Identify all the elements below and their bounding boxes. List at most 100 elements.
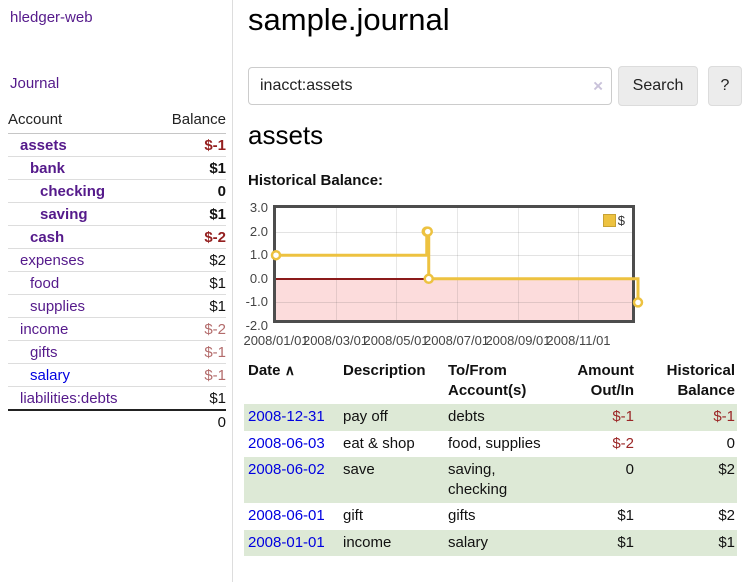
- y-axis-tick-label: 3.0: [249, 200, 268, 215]
- account-balance: $-1: [153, 133, 226, 157]
- register-header-row: Date ∧ Description To/From Account(s) Am…: [244, 361, 737, 404]
- transaction-amount: $-2: [612, 434, 634, 452]
- transaction-amount: $1: [617, 507, 634, 524]
- sidebar: hledger-web Journal Account Balance asse…: [0, 0, 233, 582]
- account-balance: $-2: [153, 317, 226, 341]
- register-header-amount: Amount Out/In: [577, 362, 634, 399]
- account-link-gifts[interactable]: gifts: [30, 344, 58, 361]
- account-balance: $1: [153, 202, 226, 226]
- account-row-bank: bank $1: [8, 156, 226, 180]
- clear-search-icon[interactable]: ×: [593, 76, 603, 96]
- transaction-description: gift: [343, 507, 364, 524]
- app-title-link[interactable]: hledger-web: [10, 9, 93, 26]
- transaction-description: income: [341, 529, 446, 556]
- account-link-expenses[interactable]: expenses: [20, 252, 85, 269]
- x-axis-tick-label: 2008/03/01: [302, 333, 369, 348]
- account-balance: $1: [153, 271, 226, 295]
- chart-legend: $: [600, 212, 627, 229]
- h-gridline: [276, 302, 632, 304]
- account-page-title: assets: [248, 120, 324, 150]
- account-balance: $-1: [153, 340, 226, 364]
- transaction-date-link[interactable]: 2008-06-03: [248, 434, 325, 452]
- register-row: 2008-12-31 pay off debts $-1 $-1: [244, 404, 737, 431]
- date-header-label: Date: [248, 362, 281, 379]
- y-axis-tick-label: -2.0: [245, 318, 268, 333]
- accounts-total-value: 0: [8, 409, 226, 433]
- search-input-wrap: ×: [248, 66, 612, 106]
- transaction-balance: $-1: [636, 404, 737, 431]
- v-gridline: [396, 208, 397, 320]
- chart-plot-area: $: [270, 205, 644, 323]
- transaction-balance: $2: [636, 457, 737, 503]
- account-row-salary: salary $-1: [8, 363, 226, 387]
- account-row-liabilities-debts: liabilities:debts $1: [8, 386, 226, 411]
- v-gridline: [578, 208, 580, 320]
- x-axis-tick-label: 2008/05/01: [363, 333, 429, 348]
- v-gridline: [335, 208, 337, 320]
- x-axis-tick-label: 2008/11/01: [546, 333, 611, 348]
- transaction-amount: 0: [556, 457, 636, 503]
- register-header-balance: Historical Balance: [666, 362, 735, 399]
- x-axis-tick-label: 2008/01/01: [243, 333, 309, 348]
- transaction-accounts: saving, checking: [446, 457, 556, 503]
- transaction-balance: $1: [636, 529, 737, 556]
- account-row-checking: checking 0: [8, 179, 226, 203]
- register-row: 2008-06-01 gift gifts $1 $2: [244, 503, 737, 530]
- y-axis-tick-label: 2.0: [249, 223, 268, 239]
- search-form: × Search ?: [248, 66, 742, 106]
- transaction-amount: $-1: [556, 404, 636, 431]
- accounts-header-balance: Balance: [153, 111, 226, 134]
- account-link-supplies[interactable]: supplies: [30, 298, 86, 315]
- account-link-assets[interactable]: assets: [20, 137, 67, 154]
- x-axis-tick-label: 2008/09/01: [485, 333, 551, 348]
- register-header-date[interactable]: Date ∧: [244, 361, 341, 404]
- search-button[interactable]: Search: [618, 66, 698, 106]
- h-gridline: [276, 231, 632, 233]
- account-row-food: food $1: [8, 271, 226, 295]
- account-balance: $-1: [153, 363, 226, 387]
- transaction-date-link[interactable]: 2008-06-01: [248, 507, 325, 524]
- account-link-salary[interactable]: salary: [30, 367, 71, 384]
- transaction-description: pay off: [341, 404, 446, 431]
- transaction-balance: $2: [718, 507, 735, 524]
- v-gridline: [456, 208, 458, 320]
- transaction-description: eat & shop: [343, 434, 415, 452]
- register-row: 2008-06-03 eat & shop food, supplies $-2…: [244, 431, 737, 458]
- transaction-date-link[interactable]: 2008-12-31: [248, 408, 325, 425]
- main-content: sample.journal × Search ? assets Histori…: [233, 0, 742, 582]
- help-button[interactable]: ?: [708, 66, 742, 106]
- v-gridline: [517, 208, 519, 320]
- account-link-liabilities-debts[interactable]: liabilities:debts: [20, 390, 118, 407]
- x-axis-tick-label: 2008/07/01: [423, 333, 490, 348]
- account-link-food[interactable]: food: [30, 275, 60, 292]
- register-row: 2008-06-02 save saving, checking 0 $2: [244, 457, 737, 503]
- sidebar-item-journal[interactable]: Journal: [10, 75, 60, 92]
- y-axis-tick-label: 1.0: [249, 247, 268, 263]
- account-row-expenses: expenses $2: [8, 248, 226, 272]
- legend-swatch-icon: [602, 214, 616, 227]
- account-link-bank[interactable]: bank: [30, 160, 66, 177]
- account-link-cash[interactable]: cash: [30, 229, 65, 246]
- chart-title: Historical Balance:: [248, 172, 384, 189]
- account-row-assets: assets $-1: [8, 133, 226, 157]
- register-row: 2008-01-01 income salary $1 $1: [244, 529, 737, 556]
- account-row-income: income $-2: [8, 317, 226, 341]
- transaction-date-link[interactable]: 2008-06-02: [248, 461, 325, 478]
- account-link-saving[interactable]: saving: [40, 206, 88, 223]
- h-gridline: [276, 255, 632, 257]
- account-balance: $2: [153, 248, 226, 272]
- account-link-income[interactable]: income: [20, 321, 69, 338]
- y-axis-tick-label: 0.0: [249, 270, 268, 286]
- search-input[interactable]: [248, 67, 612, 105]
- transaction-accounts: salary: [446, 529, 556, 556]
- transaction-date-link[interactable]: 2008-01-01: [248, 533, 325, 551]
- account-link-checking[interactable]: checking: [40, 183, 106, 200]
- account-balance: 0: [153, 179, 226, 203]
- legend-label: $: [617, 213, 625, 228]
- register-header-accounts: To/From Account(s): [448, 362, 527, 399]
- account-row-gifts: gifts $-1: [8, 340, 226, 364]
- account-row-saving: saving $1: [8, 202, 226, 226]
- account-balance: $1: [153, 386, 226, 411]
- balance-step-line: [270, 226, 644, 308]
